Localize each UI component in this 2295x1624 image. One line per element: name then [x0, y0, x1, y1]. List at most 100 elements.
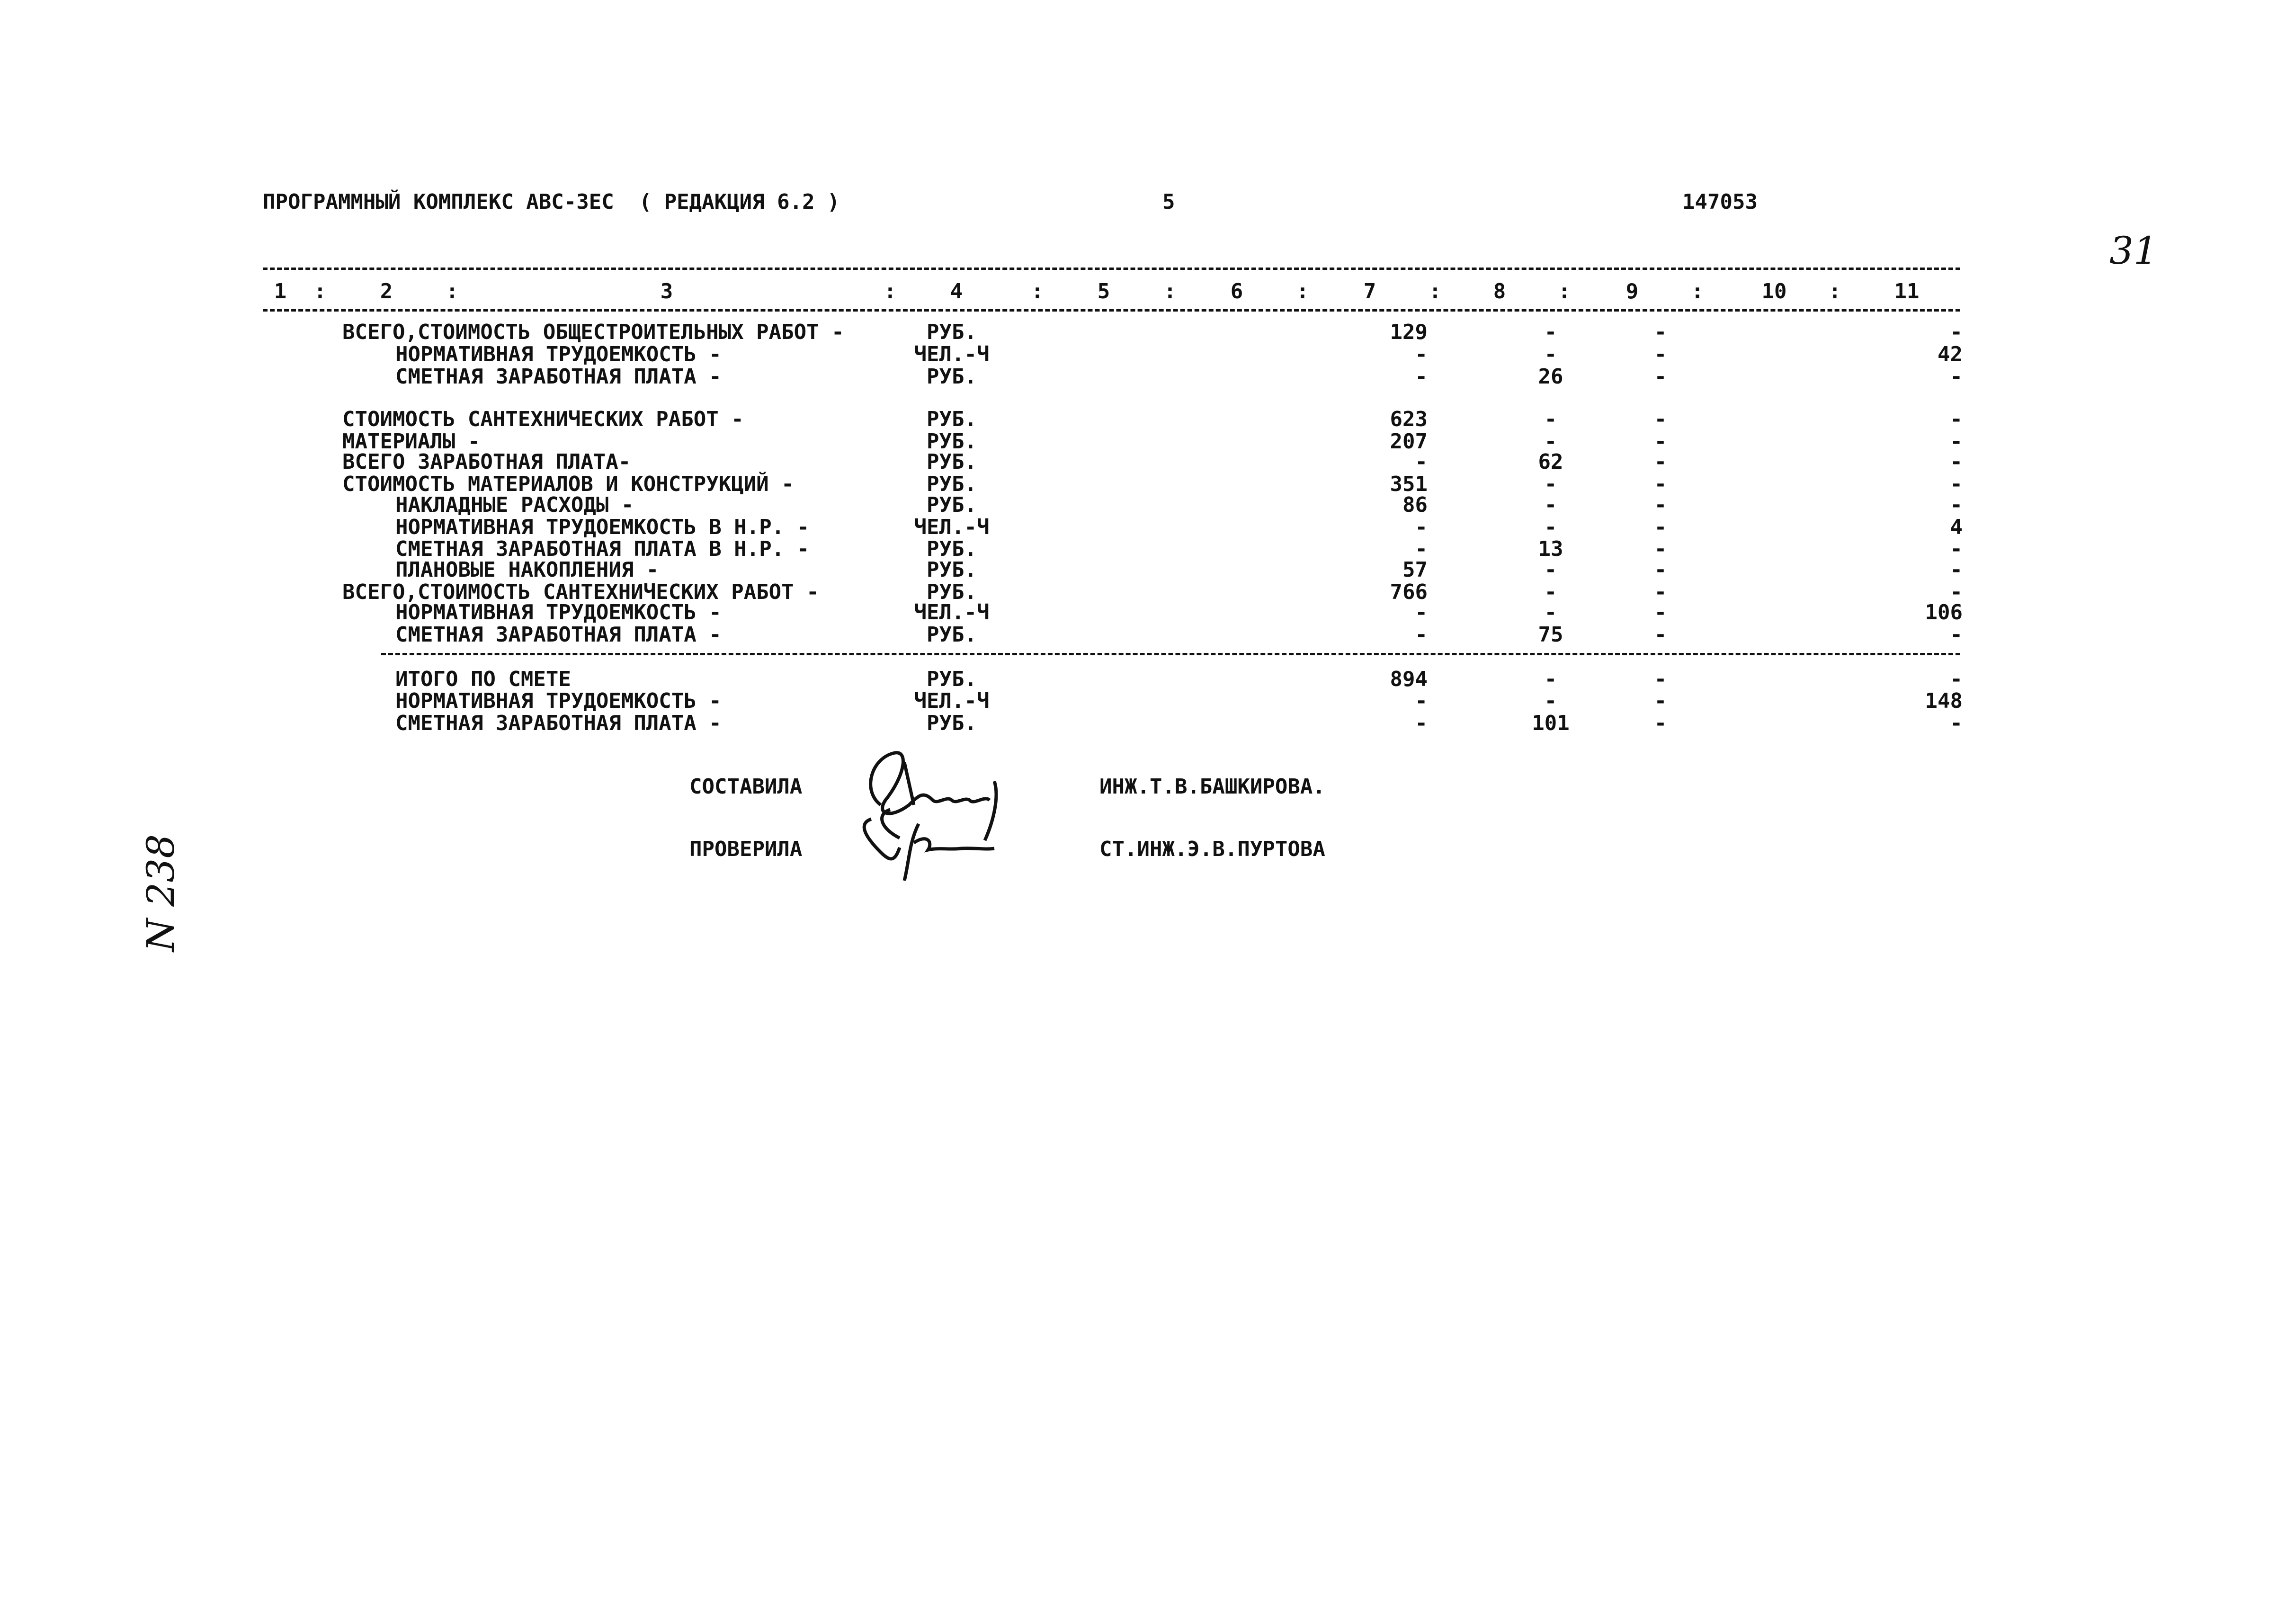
cell-col9: - [1654, 365, 1667, 389]
table-row: ВСЕГО,СТОИМОСТЬ ОБЩЕСТРОИТЕЛЬНЫХ РАБОТ -… [0, 320, 2295, 344]
cell-col9: - [1654, 623, 1667, 647]
row-unit: РУБ. [927, 365, 977, 389]
cell-col9: - [1654, 667, 1667, 691]
column-separator: : [1691, 279, 1704, 303]
row-unit: ЧЕЛ.-Ч [914, 600, 990, 625]
cell-col8: - [1544, 472, 1557, 496]
column-number: 6 [1230, 279, 1243, 303]
cell-col8: 62 [1538, 450, 1563, 474]
column-number: 5 [1097, 279, 1110, 303]
table-row: НАКЛАДНЫЕ РАСХОДЫ - РУБ. 86 - - - [0, 493, 2295, 517]
cell-col11: - [1950, 320, 1963, 344]
table-row: ВСЕГО,СТОИМОСТЬ САНТЕХНИЧЕСКИХ РАБОТ - РУ… [0, 580, 2295, 604]
row-label: ВСЕГО,СТОИМОСТЬ САНТЕХНИЧЕСКИХ РАБОТ - [342, 580, 819, 604]
cell-col8: - [1544, 407, 1557, 431]
cell-col9: - [1654, 600, 1667, 625]
cell-col9: - [1654, 711, 1667, 735]
program-title: ПРОГРАММНЫЙ КОМПЛЕКС АВС-3ЕС ( РЕДАКЦИЯ … [263, 190, 840, 214]
column-number: 3 [660, 279, 673, 303]
table-row: ВСЕГО ЗАРАБОТНАЯ ПЛАТА- РУБ. - 62 - - [0, 450, 2295, 474]
column-number: 10 [1761, 279, 1787, 303]
cell-col7: - [1415, 711, 1428, 735]
column-number: 7 [1363, 279, 1376, 303]
table-row: НОРМАТИВНАЯ ТРУДОЕМКОСТЬ - ЧЕЛ.-Ч - - - 148 [0, 689, 2295, 713]
table-row: СМЕТНАЯ ЗАРАБОТНАЯ ПЛАТА - РУБ. - 75 - - [0, 623, 2295, 647]
row-unit: РУБ. [927, 537, 977, 561]
table-row: НОРМАТИВНАЯ ТРУДОЕМКОСТЬ В Н.Р. - ЧЕЛ.-Ч -… [0, 515, 2295, 539]
compiled-label: СОСТАВИЛА [689, 775, 803, 799]
cell-col9: - [1654, 320, 1667, 344]
cell-col11: - [1950, 623, 1963, 647]
column-separator: : [1828, 279, 1841, 303]
cell-col11: - [1950, 580, 1963, 604]
column-separator: : [1429, 279, 1442, 303]
table-header-rule [263, 309, 1960, 312]
totals-rule [381, 653, 1960, 655]
row-unit: РУБ. [927, 450, 977, 474]
table-row: СМЕТНАЯ ЗАРАБОТНАЯ ПЛАТА - РУБ. - 101 - - [0, 711, 2295, 735]
row-label: НОРМАТИВНАЯ ТРУДОЕМКОСТЬ - [395, 600, 722, 625]
cell-col8: - [1544, 580, 1557, 604]
cell-col7: - [1415, 537, 1428, 561]
sheet-number-handwritten: 31 [2109, 229, 2158, 273]
table-row: МАТЕРИАЛЫ - РУБ. 207 - - - [0, 429, 2295, 454]
row-label: ПЛАНОВЫЕ НАКОПЛЕНИЯ - [395, 558, 659, 582]
row-unit: ЧЕЛ.-Ч [914, 515, 990, 539]
margin-note-handwritten: N 238 [139, 834, 183, 952]
column-number: 9 [1625, 279, 1639, 303]
cell-col7: 86 [1402, 493, 1428, 517]
cell-col7: - [1415, 365, 1428, 389]
column-separator: : [446, 279, 459, 303]
cell-col7: 57 [1402, 558, 1428, 582]
checked-name: СТ.ИНЖ.Э.В.ПУРТОВА [1099, 837, 1325, 861]
row-unit: РУБ. [927, 320, 977, 344]
table-top-rule [263, 268, 1960, 270]
row-unit: РУБ. [927, 472, 977, 496]
cell-col9: - [1654, 407, 1667, 431]
row-label: ВСЕГО ЗАРАБОТНАЯ ПЛАТА- [342, 450, 631, 474]
cell-col8: - [1544, 600, 1557, 625]
checked-label: ПРОВЕРИЛА [689, 837, 803, 861]
cell-col11: - [1950, 407, 1963, 431]
row-unit: РУБ. [927, 667, 977, 691]
table-row: НОРМАТИВНАЯ ТРУДОЕМКОСТЬ - ЧЕЛ.-Ч - - - 42 [0, 342, 2295, 366]
column-separator: : [313, 279, 327, 303]
cell-col7: 766 [1390, 580, 1428, 604]
row-label: МАТЕРИАЛЫ - [342, 429, 481, 454]
table-row: СМЕТНАЯ ЗАРАБОТНАЯ ПЛАТА - РУБ. - 26 - - [0, 365, 2295, 389]
row-unit: РУБ. [927, 558, 977, 582]
page-number: 5 [1162, 190, 1175, 214]
cell-col7: - [1415, 515, 1428, 539]
table-row: СТОИМОСТЬ МАТЕРИАЛОВ И КОНСТРУКЦИЙ - РУБ.… [0, 472, 2295, 496]
cell-col8: - [1544, 515, 1557, 539]
row-label: НОРМАТИВНАЯ ТРУДОЕМКОСТЬ - [395, 342, 722, 366]
row-label: СМЕТНАЯ ЗАРАБОТНАЯ ПЛАТА - [395, 623, 722, 647]
cell-col7: - [1415, 450, 1428, 474]
cell-col11: 42 [1938, 342, 1963, 366]
row-label: СТОИМОСТЬ МАТЕРИАЛОВ И КОНСТРУКЦИЙ - [342, 472, 794, 496]
row-label: СМЕТНАЯ ЗАРАБОТНАЯ ПЛАТА В Н.Р. - [395, 537, 810, 561]
column-number: 8 [1493, 279, 1506, 303]
cell-col7: 623 [1390, 407, 1428, 431]
row-label: НОРМАТИВНАЯ ТРУДОЕМКОСТЬ В Н.Р. - [395, 515, 810, 539]
column-number: 11 [1894, 279, 1920, 303]
cell-col8: - [1544, 558, 1557, 582]
document-code: 147053 [1682, 190, 1758, 214]
cell-col7: - [1415, 600, 1428, 625]
cell-col7: 351 [1390, 472, 1428, 496]
table-row: ПЛАНОВЫЕ НАКОПЛЕНИЯ - РУБ. 57 - - - [0, 558, 2295, 582]
cell-col11: - [1950, 711, 1963, 735]
cell-col11: - [1950, 493, 1963, 517]
column-separator: : [1558, 279, 1571, 303]
row-unit: ЧЕЛ.-Ч [914, 342, 990, 366]
cell-col11: - [1950, 537, 1963, 561]
table-row: НОРМАТИВНАЯ ТРУДОЕМКОСТЬ - ЧЕЛ.-Ч - - - 106 [0, 600, 2295, 625]
cell-col9: - [1654, 558, 1667, 582]
cell-col9: - [1654, 515, 1667, 539]
column-number: 4 [950, 279, 963, 303]
cell-col11: - [1950, 365, 1963, 389]
row-unit: РУБ. [927, 711, 977, 735]
column-number: 2 [380, 279, 393, 303]
table-row: СТОИМОСТЬ САНТЕХНИЧЕСКИХ РАБОТ - РУБ. 623 -… [0, 407, 2295, 431]
cell-col11: 4 [1950, 515, 1963, 539]
